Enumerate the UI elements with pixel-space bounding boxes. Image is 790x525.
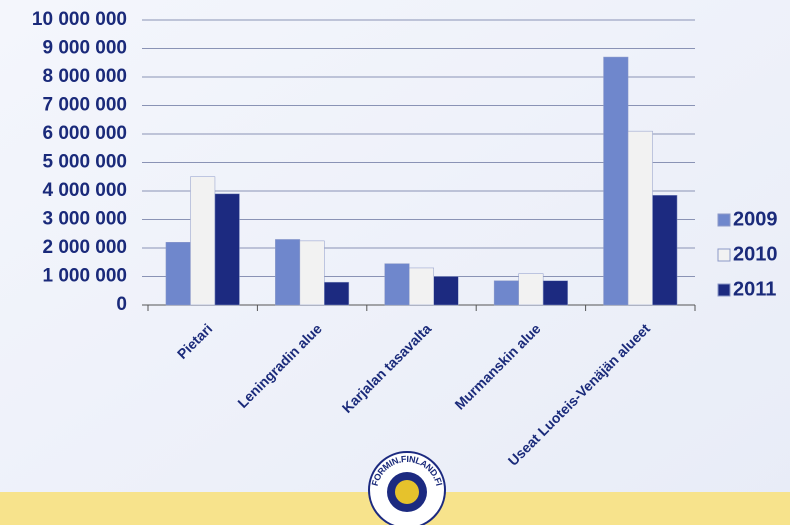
y-tick-label: 9 000 000 xyxy=(42,38,127,59)
bar xyxy=(493,280,519,306)
bar xyxy=(324,281,350,306)
bar xyxy=(433,276,459,306)
bar xyxy=(190,176,216,306)
legend-swatch xyxy=(717,283,731,297)
y-tick-label: 7 000 000 xyxy=(42,95,127,116)
y-tick-label: 0 xyxy=(116,294,127,315)
y-tick-label: 4 000 000 xyxy=(42,180,127,201)
bar xyxy=(165,242,191,306)
bar xyxy=(518,273,544,306)
bar xyxy=(409,267,434,306)
legend-swatch xyxy=(717,248,731,262)
y-tick-label: 2 000 000 xyxy=(42,237,127,258)
y-tick-label: 10 000 000 xyxy=(32,9,127,30)
bar xyxy=(603,56,629,306)
y-tick-label: 6 000 000 xyxy=(42,123,127,144)
bar xyxy=(384,263,410,306)
legend-label: 2009 xyxy=(733,208,778,230)
legend-swatch xyxy=(717,213,731,227)
y-tick-label: 5 000 000 xyxy=(42,152,127,173)
y-tick-label: 3 000 000 xyxy=(42,209,127,230)
bar xyxy=(275,239,301,306)
legend-label: 2011 xyxy=(733,278,776,300)
y-tick-label: 8 000 000 xyxy=(42,66,127,87)
bar xyxy=(542,280,568,306)
bar xyxy=(652,195,678,306)
y-tick-label: 1 000 000 xyxy=(42,266,127,287)
logo-lion xyxy=(395,480,419,504)
legend-label: 2010 xyxy=(733,243,778,265)
bar xyxy=(214,193,240,306)
bar xyxy=(627,130,653,306)
bar xyxy=(299,240,325,306)
